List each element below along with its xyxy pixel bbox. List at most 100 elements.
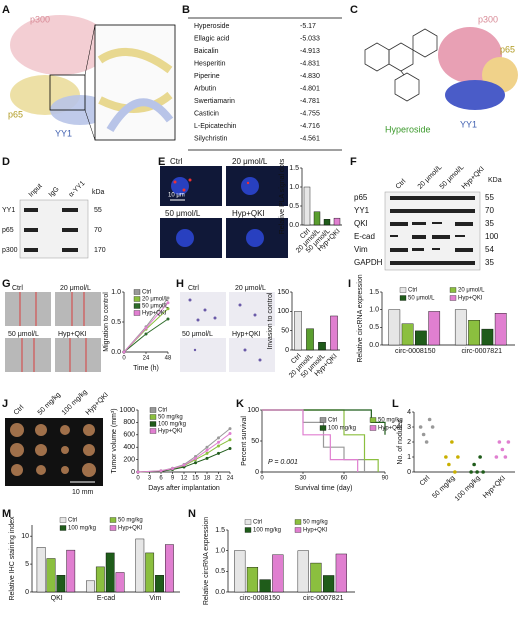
band xyxy=(62,208,78,212)
label: p300 xyxy=(30,14,50,24)
point xyxy=(427,417,432,422)
legend-swatch xyxy=(133,296,141,302)
y-tick-label: 1.0 xyxy=(369,307,379,314)
x-tick-label: 0 xyxy=(260,476,264,482)
label: p65 xyxy=(8,109,23,119)
panel-label: J xyxy=(2,398,8,410)
table-cell: -4.913 xyxy=(300,48,320,55)
y-axis-label: Relative PLA signal dots xyxy=(279,158,286,234)
y-tick-label: 0.0 xyxy=(215,589,225,596)
line xyxy=(137,447,231,473)
panel-label: M xyxy=(2,508,11,520)
structure-c xyxy=(364,28,438,102)
bands-f xyxy=(390,196,475,265)
row-label: Vim xyxy=(354,245,368,254)
y-axis-label: Relative IHC staining index xyxy=(9,516,16,601)
row-label: p65 xyxy=(2,227,14,234)
y-axis-label: Percent survival xyxy=(241,416,248,466)
image-label: 20 μmol/L xyxy=(60,285,91,292)
point xyxy=(217,436,220,440)
bar xyxy=(454,309,467,346)
table-cell: Baicalin xyxy=(194,48,219,55)
bar xyxy=(234,550,246,593)
images-h xyxy=(180,292,275,372)
point xyxy=(228,446,232,450)
scale-bar: 10 μm xyxy=(168,193,185,199)
y-tick-label: 2 xyxy=(407,439,411,446)
table-cell: -5.17 xyxy=(300,23,316,30)
point xyxy=(478,455,482,459)
table-b xyxy=(188,17,342,151)
y-axis-label: No. of nodules xyxy=(397,419,404,465)
y-tick-label: 1.0 xyxy=(111,289,121,296)
group-label: Hyp+QKI xyxy=(85,392,110,417)
x-axis-label: Time (h) xyxy=(133,365,159,372)
point xyxy=(205,448,209,452)
table-cell: Hesperitin xyxy=(194,60,226,67)
marker: 70 xyxy=(485,206,494,215)
point xyxy=(166,307,170,311)
bar xyxy=(297,550,309,593)
table-cell: Ellagic acid xyxy=(194,35,230,42)
y-tick-label: 1.0 xyxy=(215,548,225,555)
y-tick-label: 1.0 xyxy=(289,184,299,191)
point xyxy=(453,470,457,474)
legend-label: Ctrl xyxy=(68,518,77,524)
point xyxy=(205,456,209,460)
legend-swatch xyxy=(149,428,157,434)
legend-label: 50 mg/kg xyxy=(303,520,328,526)
point xyxy=(205,445,209,449)
row-label: E-cad xyxy=(354,232,375,241)
point xyxy=(136,470,140,474)
point xyxy=(166,301,170,305)
bar xyxy=(313,211,321,226)
table-cell: -5.033 xyxy=(300,35,320,42)
legend-swatch xyxy=(133,289,141,295)
table-cell: -4.781 xyxy=(300,98,320,105)
marker: 55 xyxy=(485,193,494,202)
bar xyxy=(333,217,341,226)
legend-swatch xyxy=(149,407,157,413)
bar xyxy=(318,342,326,351)
legend-swatch xyxy=(109,525,117,531)
legend-swatch xyxy=(449,287,457,293)
image-label: 20 μmol/L xyxy=(232,157,268,166)
legend-swatch xyxy=(59,517,67,523)
label: p65 xyxy=(500,44,515,54)
x-tick-label: circ-0008150 xyxy=(240,595,281,602)
y-tick-label: 0.0 xyxy=(111,349,121,356)
bar xyxy=(259,579,271,593)
y-tick-label: 0 xyxy=(255,469,259,476)
image-label: Hyp+QKI xyxy=(232,209,265,218)
panel-label: C xyxy=(350,4,358,16)
group-label: Ctrl xyxy=(13,404,26,417)
point xyxy=(205,451,209,455)
row-label: p65 xyxy=(354,193,368,202)
image-label: Ctrl xyxy=(188,285,199,292)
bar xyxy=(494,313,507,346)
bar xyxy=(330,315,338,351)
x-tick-label: 30 xyxy=(300,476,307,482)
x-tick-label: 50 mg/kg xyxy=(431,475,456,500)
point xyxy=(472,462,476,467)
bar xyxy=(164,544,174,593)
x-tick-label: 24 xyxy=(143,356,150,362)
band xyxy=(62,228,78,232)
point xyxy=(497,440,502,444)
x-tick-label: 0 xyxy=(136,476,140,482)
x-tick-label: 60 xyxy=(341,476,348,482)
bar xyxy=(36,547,46,593)
point xyxy=(144,326,148,330)
point xyxy=(217,444,220,448)
legend-label: 100 mg/kg xyxy=(328,426,356,432)
row-label: YY1 xyxy=(354,206,370,215)
legend-swatch xyxy=(244,519,252,525)
x-tick-label: 48 xyxy=(165,356,172,362)
label: YY1 xyxy=(460,119,477,129)
image-label: Ctrl xyxy=(12,285,23,292)
table-cell: Arbutin xyxy=(194,85,216,92)
bar xyxy=(46,558,56,593)
legend-swatch xyxy=(369,417,377,423)
point xyxy=(444,455,448,459)
group-label: 50 mg/kg xyxy=(37,391,62,416)
